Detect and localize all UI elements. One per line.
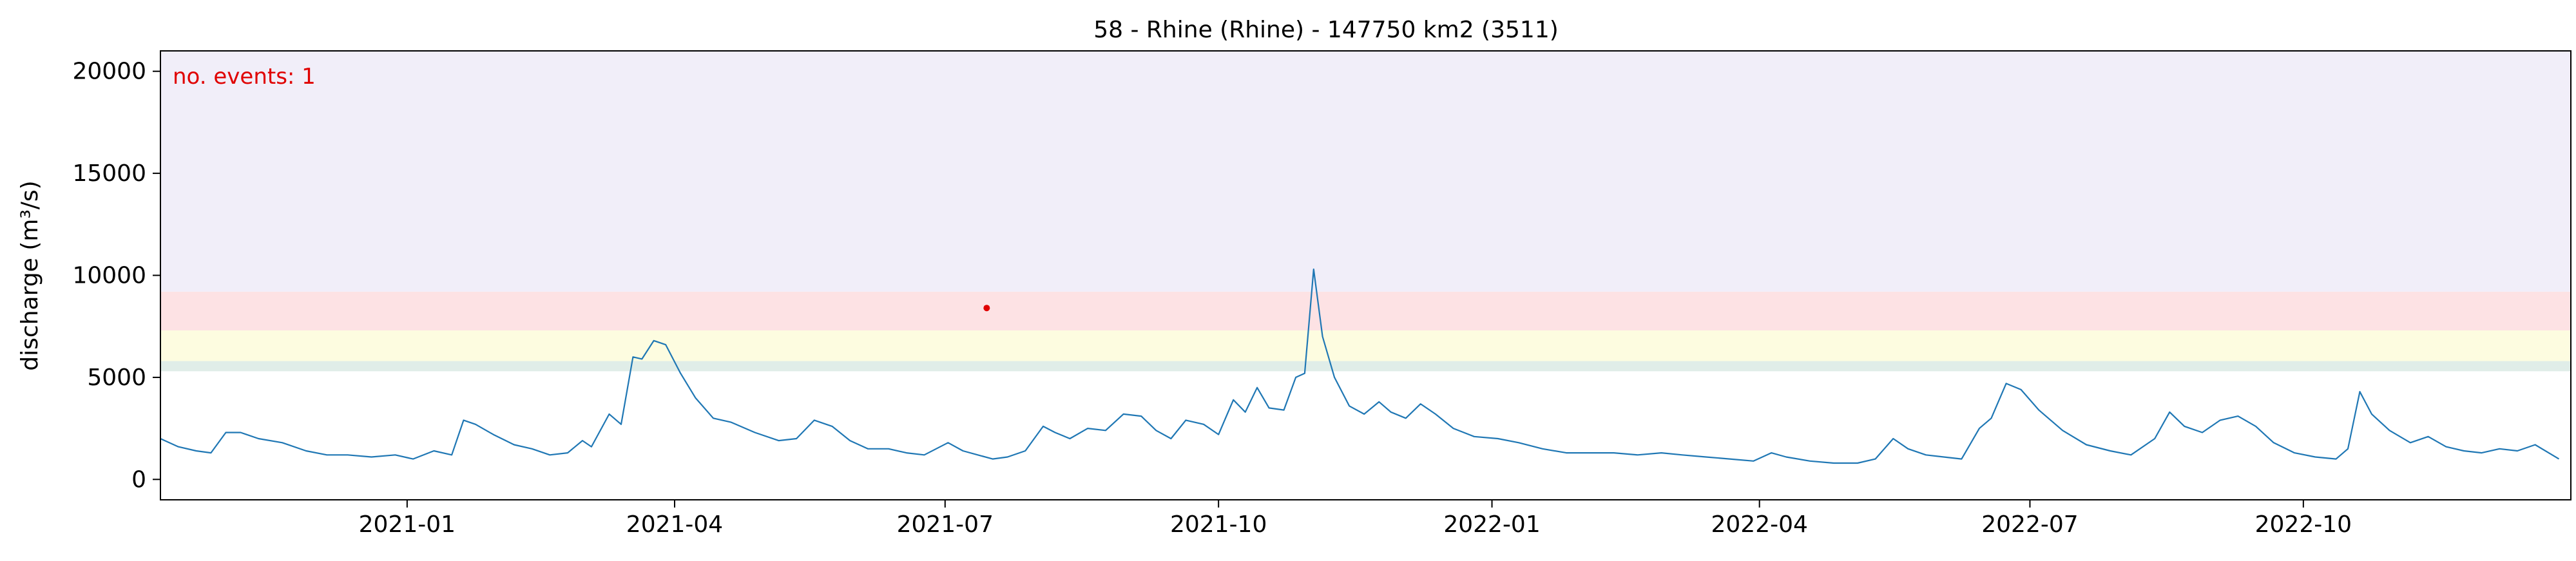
y-tick-label: 15000 xyxy=(72,160,146,187)
threshold-band-2 xyxy=(160,330,2571,361)
x-tick-label: 2022-10 xyxy=(2255,511,2352,538)
y-tick-label: 10000 xyxy=(72,263,146,289)
x-axis: 2021-01 2021-04 2021-07 2021-10 2022-01 2022-… xyxy=(359,500,2352,538)
y-tick-label: 20000 xyxy=(72,59,146,85)
chart-title: 58 - Rhine (Rhine) - 147750 km2 (3511) xyxy=(1093,17,1559,43)
x-tick-label: 2022-01 xyxy=(1443,511,1540,538)
x-tick-label: 2021-07 xyxy=(897,511,994,538)
x-tick-label: 2021-04 xyxy=(626,511,723,538)
x-tick-label: 2022-04 xyxy=(1711,511,1807,538)
threshold-band-1 xyxy=(160,361,2571,372)
y-axis-label: discharge (m³/s) xyxy=(17,180,43,370)
discharge-series xyxy=(160,268,2560,464)
y-axis: 0 5000 10000 15000 20000 xyxy=(72,59,160,493)
x-tick-label: 2022-07 xyxy=(1981,511,2078,538)
y-tick-label: 0 xyxy=(131,466,146,493)
x-tick-label: 2021-01 xyxy=(359,511,456,538)
y-tick-label: 5000 xyxy=(87,365,146,391)
event-marker xyxy=(983,305,990,312)
threshold-band-4 xyxy=(160,51,2571,292)
events-count-annotation: no. events: 1 xyxy=(173,64,316,90)
events-layer xyxy=(983,305,990,312)
threshold-band-3 xyxy=(160,291,2571,331)
x-tick-label: 2021-10 xyxy=(1170,511,1267,538)
threshold-bands xyxy=(160,51,2571,372)
discharge-line xyxy=(160,268,2560,464)
